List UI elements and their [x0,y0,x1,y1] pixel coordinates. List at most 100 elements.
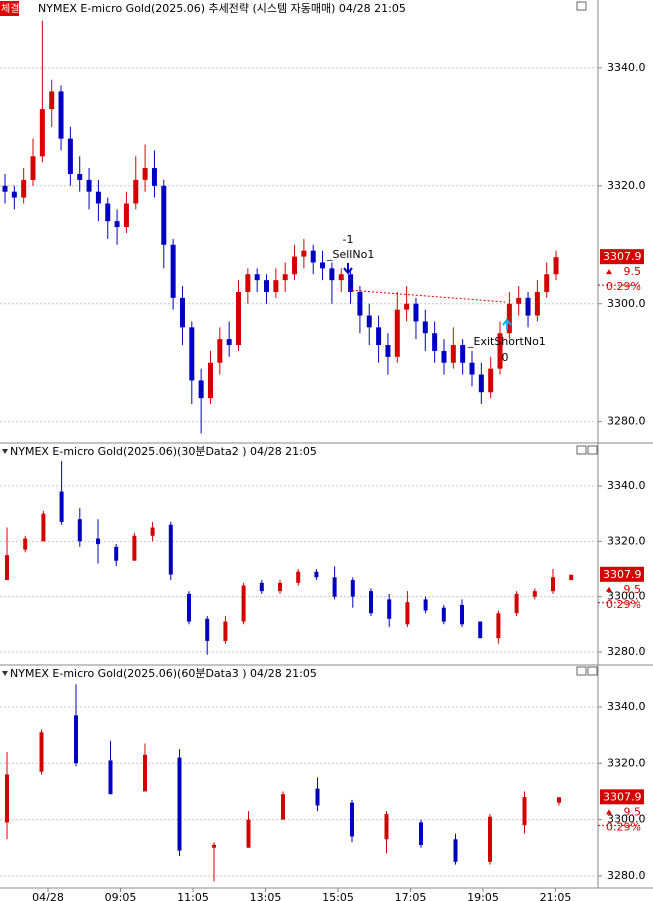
y-tick-label: 3300.0 [607,813,646,826]
candle-body [296,571,301,583]
candle-body [198,380,204,399]
y-tick-label: 3280.0 [607,869,646,882]
candle-body [11,191,17,198]
minimize-button[interactable] [576,1,587,11]
change-pct: 0.29% [606,280,641,293]
close-button[interactable] [587,666,598,676]
candle-body [5,774,9,823]
candle-body [41,513,46,542]
candle-body [357,291,363,316]
x-tick-label: 21:05 [540,891,572,901]
last-price: 3307.9 [603,790,642,803]
candle-body [338,274,344,281]
candle-body [151,168,157,186]
x-tick-label: 09:05 [105,891,137,901]
candle-body [49,91,55,110]
candle-body [553,257,559,275]
candle-body [254,274,260,281]
candle-body [39,732,44,772]
candle-body [532,591,537,597]
candle-body [264,280,270,292]
candle-body [5,555,9,581]
candle-body [207,362,213,399]
candle-body [320,262,326,269]
candle-body [132,535,137,561]
candle-body [114,221,120,228]
candle-body [114,546,119,561]
candle-body [569,574,574,581]
candle-body [67,138,73,174]
candle-body [133,179,139,204]
candle-body [179,297,185,328]
pane-title: NYMEX E-micro Gold(2025.06)(30분Data2 ) 0… [10,445,317,458]
candle-body [39,109,45,157]
candle-body [189,327,195,381]
candle-body [516,297,522,304]
y-tick-label: 3320.0 [607,534,646,547]
candle-body [223,621,228,641]
y-tick-label: 3320.0 [607,756,646,769]
candle-body [212,844,216,848]
candle-body [241,585,246,622]
pane-buttons[interactable] [576,1,598,676]
candle-body [246,819,251,848]
candle-body [460,345,466,363]
candle-body [170,244,176,298]
candle-body [77,173,83,180]
candle-body [143,754,147,792]
up-arrow [606,269,612,275]
minimize-button[interactable] [576,666,587,676]
badge-bg [0,1,19,16]
candle-body [282,274,288,281]
candle-body [226,339,232,346]
signal-label: _SellNo1 [326,248,374,261]
close-button[interactable] [587,445,598,455]
candle-body [394,309,400,357]
candle-body [168,524,173,575]
candle-body [348,274,354,292]
candle-body [105,203,111,222]
candle-body [59,491,64,522]
change-pct: 0.29% [606,820,641,833]
candle-body [496,613,501,639]
candle-body [74,715,78,764]
candle-body [187,593,191,622]
candle-body [514,593,519,614]
exit-arrow [502,318,512,330]
candle-body [376,327,382,346]
candle-body [108,760,113,795]
candle-body [86,179,92,192]
minimize-button[interactable] [576,445,587,455]
candle-body [384,813,389,840]
candle-body [96,538,100,545]
candle-body [432,333,438,351]
candle-body [292,256,298,275]
x-tick-label: 15:05 [322,891,354,901]
x-tick-label: 17:05 [395,891,427,901]
candle-body [350,580,355,597]
candle-body [23,538,28,550]
candle-body [413,303,419,322]
signal-label: -1 [343,233,354,246]
pane-title: NYMEX E-micro Gold(2025.06) 추세전략 (시스템 자동… [38,2,406,15]
change: 9.5 [624,265,642,278]
candle-body [405,602,410,625]
y-tick-label: 3280.0 [607,415,646,428]
candle-body [273,280,279,292]
candle-body [314,571,319,578]
candle-body [123,203,129,228]
candle-body [95,191,101,204]
up-arrow [606,586,612,592]
last-price-box [600,249,644,265]
candle-body [478,621,483,639]
candle-body [350,802,354,837]
candle-body [77,519,82,542]
candle-body [369,591,373,614]
candle-body [488,368,494,393]
candle-body [278,582,282,592]
candle-body [332,577,337,597]
last-price: 3307.9 [603,568,642,581]
candle-body [385,345,391,357]
badge: 체결 [1,3,19,15]
candle-body [551,577,555,592]
